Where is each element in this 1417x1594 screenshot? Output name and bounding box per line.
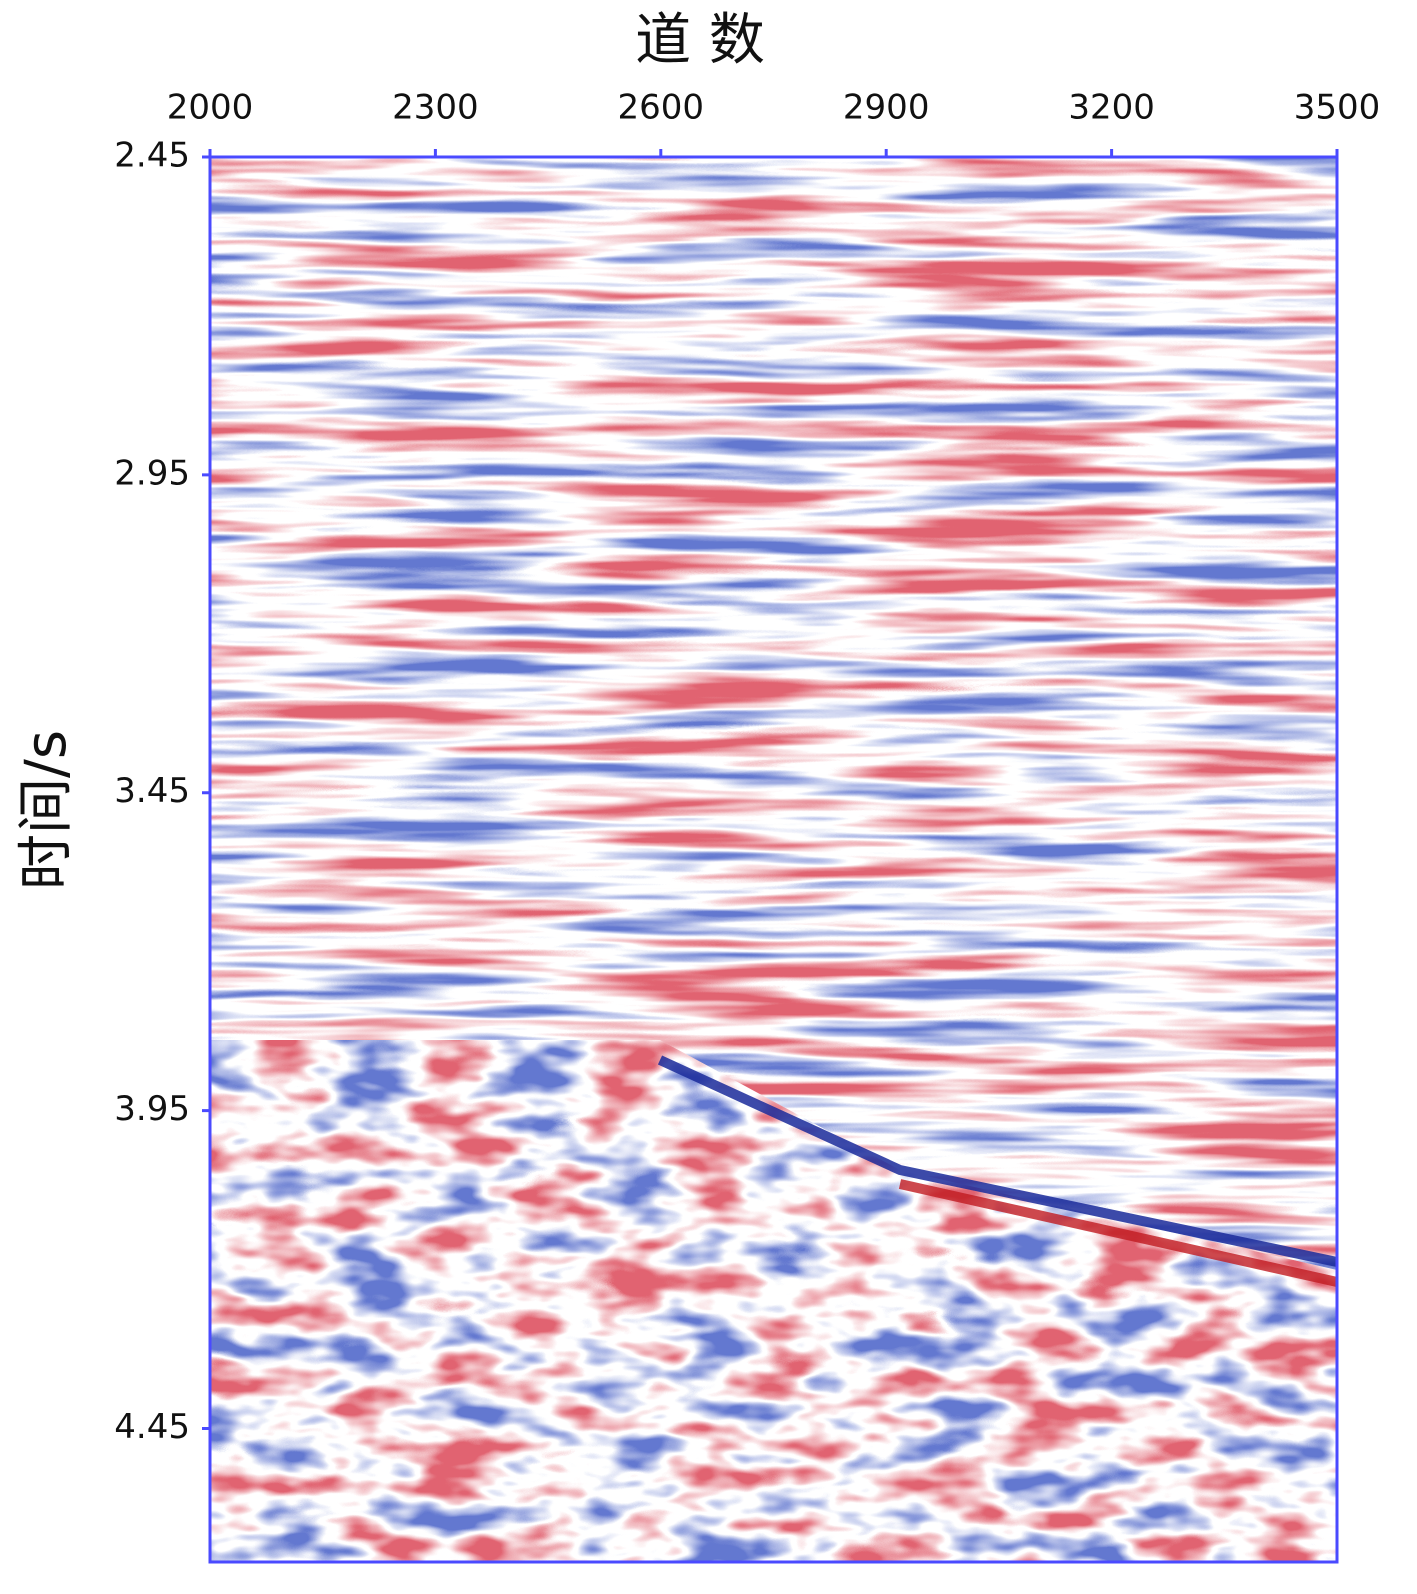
x-tick-label: 2000: [167, 88, 254, 128]
reflector-blue: [657, 1055, 1339, 1267]
x-tick-label: 3200: [1068, 88, 1155, 128]
x-tick-label: 2300: [392, 88, 479, 128]
x-tick-label: 3500: [1294, 88, 1381, 128]
y-tick-label: 2.95: [114, 453, 190, 493]
y-tick-label: 3.95: [114, 1089, 190, 1129]
y-axis-label: 时间/s: [14, 730, 79, 890]
y-tick-label: 2.45: [114, 136, 190, 176]
x-tick-label: 2600: [618, 88, 705, 128]
y-tick-label: 3.45: [114, 771, 190, 811]
reflector-red: [898, 1179, 1339, 1287]
axes: 2000 2300 2600 2900 3200 3500 2.45 2.95 3.45 3.95…: [114, 88, 1381, 1564]
y-tick-label: 4.45: [114, 1407, 190, 1447]
x-tick-label: 2900: [843, 88, 930, 128]
x-axis-label: 道 数: [635, 8, 765, 73]
plot-frame: [208, 155, 1339, 1564]
